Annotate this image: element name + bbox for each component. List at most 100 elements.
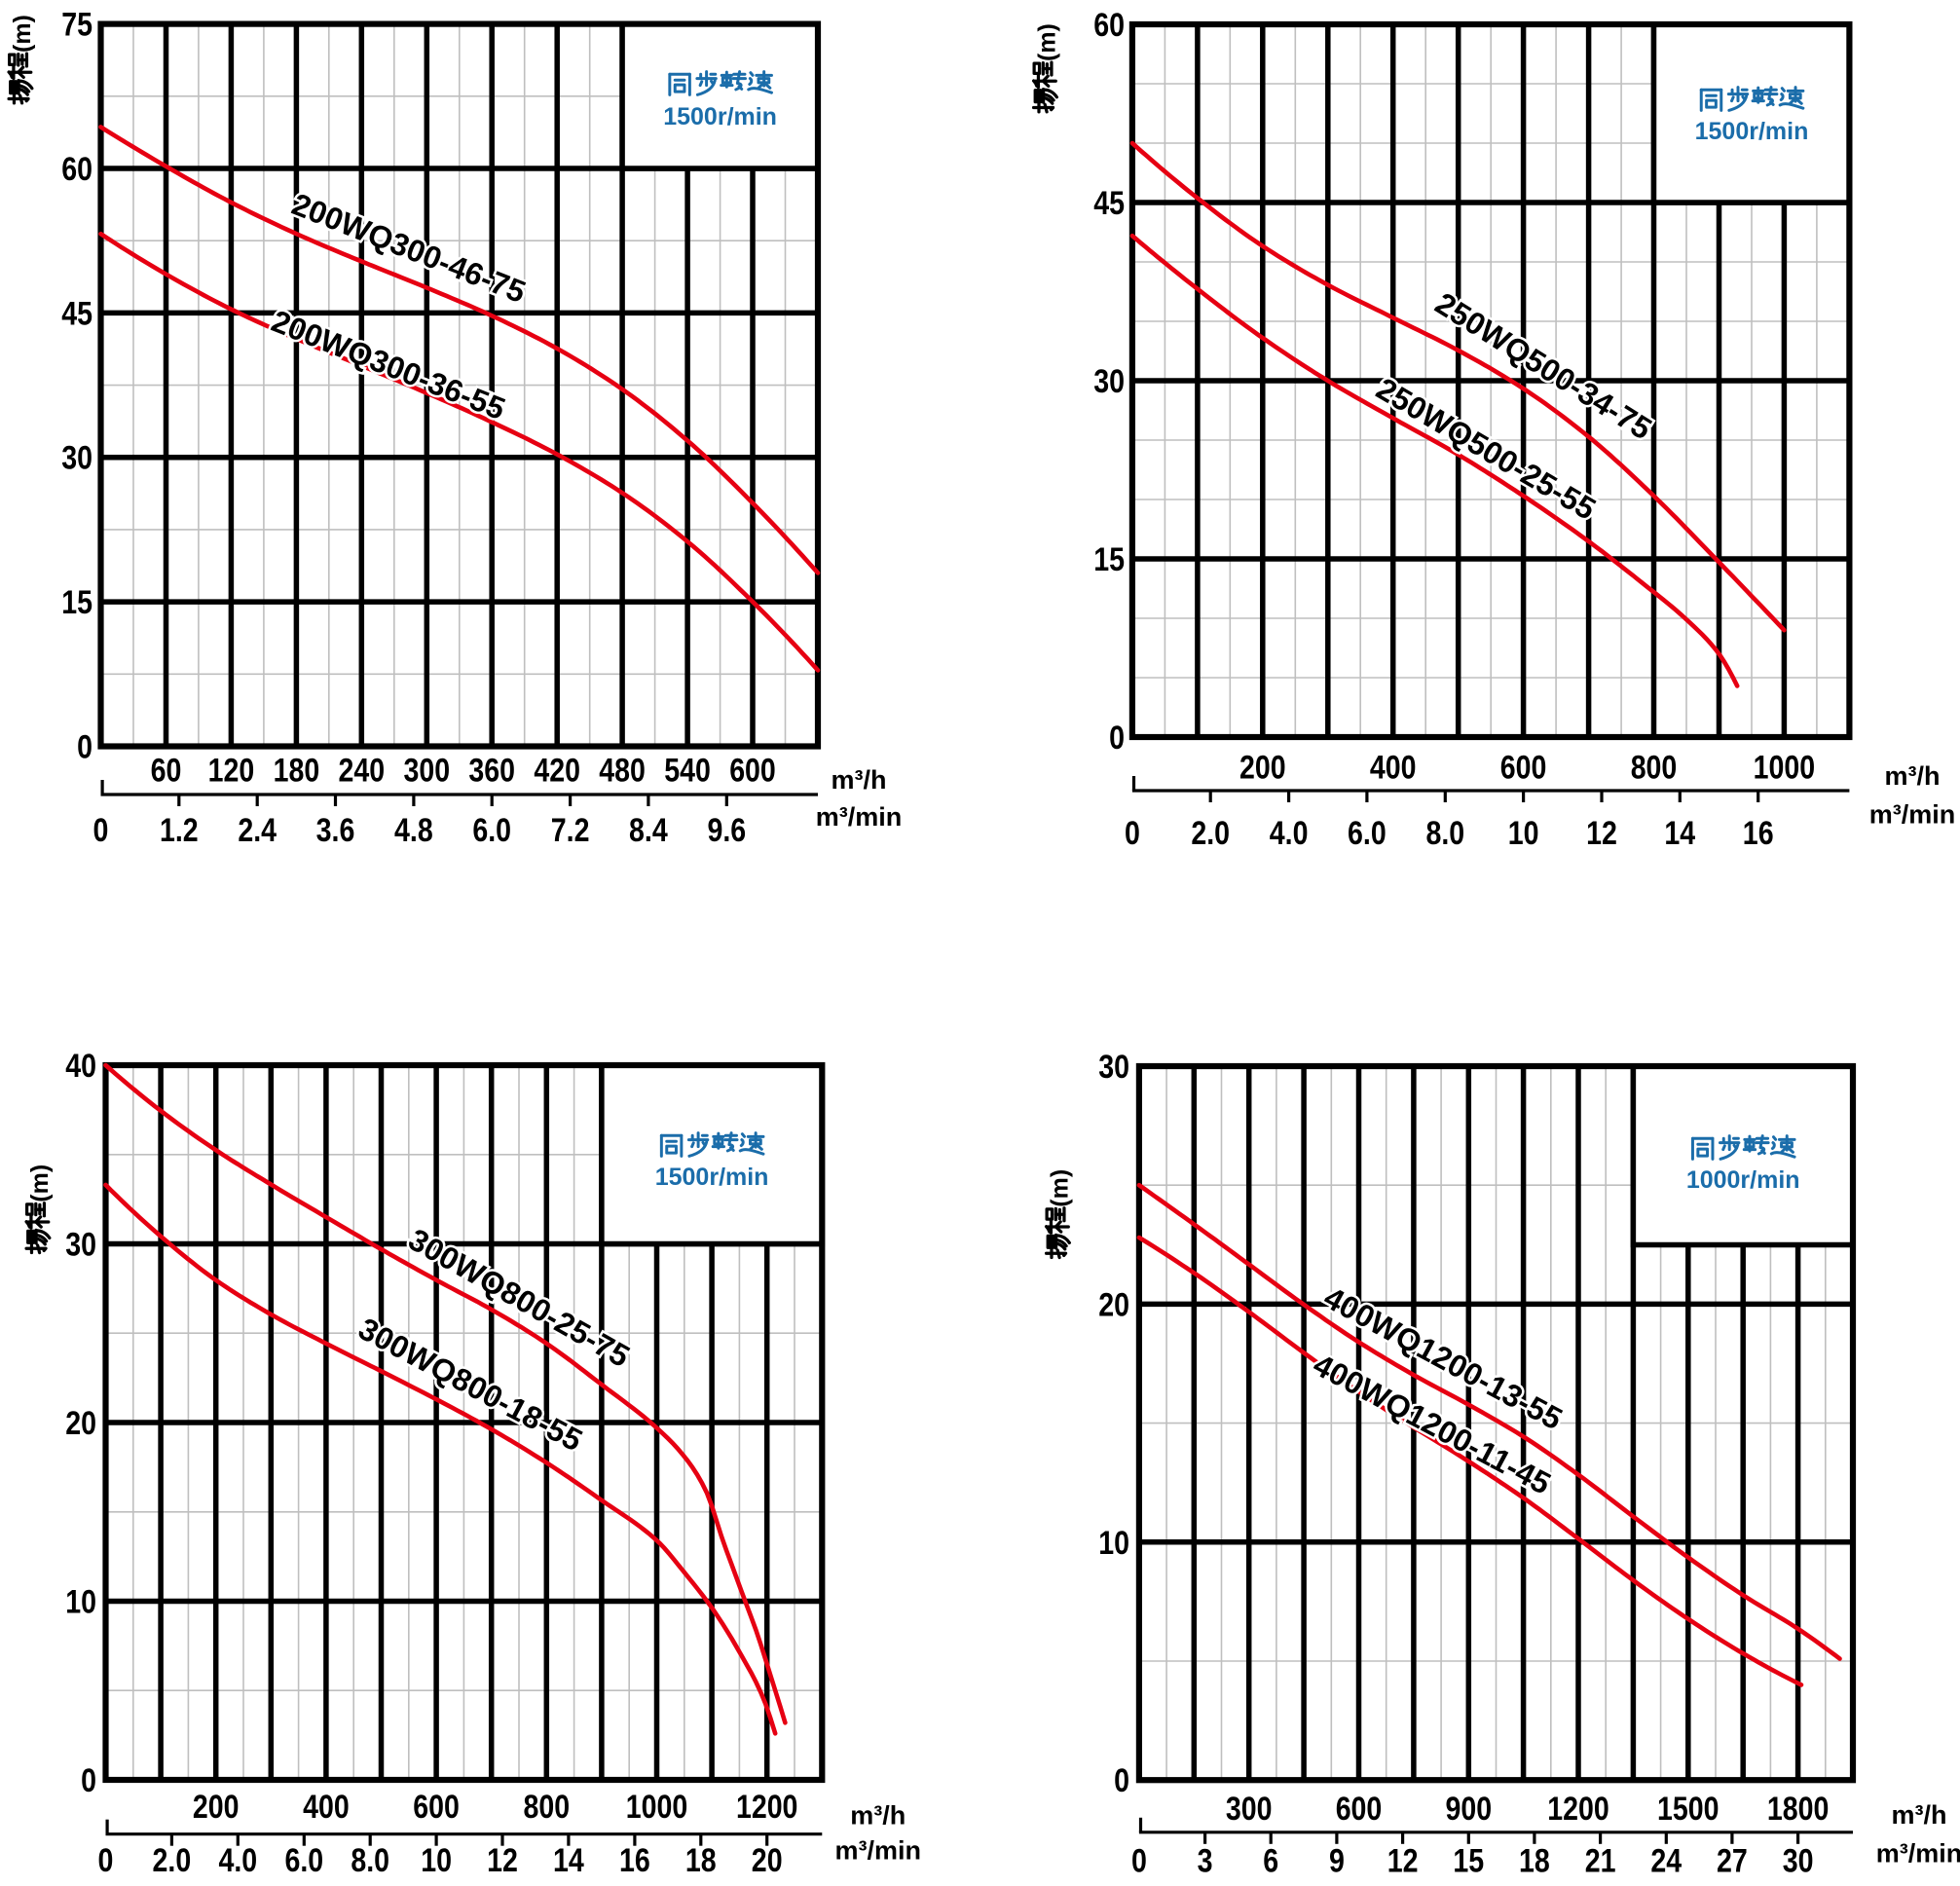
svg-text:1000: 1000 (1754, 750, 1816, 787)
svg-text:(m): (m) (9, 15, 36, 53)
svg-text:60: 60 (61, 151, 92, 188)
svg-text:1200: 1200 (1547, 1791, 1609, 1828)
svg-text:10: 10 (1508, 815, 1539, 852)
svg-text:12: 12 (1387, 1843, 1419, 1880)
svg-text:1800: 1800 (1767, 1791, 1830, 1828)
svg-text:14: 14 (553, 1842, 584, 1879)
svg-text:18: 18 (685, 1842, 717, 1879)
svg-text:1500r/min: 1500r/min (663, 103, 777, 130)
svg-text:8.4: 8.4 (629, 812, 668, 849)
svg-text:15: 15 (1093, 541, 1125, 578)
svg-text:200: 200 (193, 1789, 240, 1826)
svg-text:4.0: 4.0 (1270, 815, 1309, 852)
svg-text:30: 30 (1098, 1049, 1129, 1086)
svg-text:(m): (m) (1034, 23, 1061, 61)
svg-text:40: 40 (65, 1048, 96, 1085)
svg-text:18: 18 (1519, 1843, 1550, 1880)
svg-text:6: 6 (1263, 1843, 1278, 1880)
svg-text:600: 600 (1336, 1791, 1383, 1828)
svg-text:m³/min: m³/min (1869, 800, 1956, 830)
svg-text:(m): (m) (26, 1165, 54, 1202)
svg-text:360: 360 (468, 753, 515, 790)
svg-text:10: 10 (421, 1842, 452, 1879)
svg-text:15: 15 (1453, 1843, 1484, 1880)
svg-text:m³/h: m³/h (832, 765, 887, 795)
svg-text:30: 30 (61, 440, 92, 477)
svg-text:21: 21 (1585, 1843, 1616, 1880)
svg-text:m³/h: m³/h (1885, 761, 1941, 791)
svg-text:1500r/min: 1500r/min (1695, 118, 1809, 145)
svg-text:4.0: 4.0 (218, 1842, 257, 1879)
svg-text:800: 800 (1631, 750, 1678, 787)
svg-text:200: 200 (1239, 750, 1286, 787)
svg-text:12: 12 (1586, 815, 1617, 852)
svg-text:8.0: 8.0 (351, 1842, 389, 1879)
svg-text:60: 60 (1093, 7, 1125, 44)
svg-text:1.2: 1.2 (160, 812, 199, 849)
svg-text:24: 24 (1650, 1843, 1682, 1880)
svg-text:60: 60 (151, 753, 182, 790)
svg-text:420: 420 (534, 753, 580, 790)
svg-text:16: 16 (1743, 815, 1774, 852)
svg-text:400: 400 (1370, 750, 1417, 787)
svg-text:m³/h: m³/h (1892, 1800, 1947, 1830)
svg-text:0: 0 (77, 729, 92, 766)
svg-text:4.8: 4.8 (394, 812, 433, 849)
svg-text:45: 45 (1093, 185, 1125, 222)
svg-text:9.6: 9.6 (707, 812, 746, 849)
svg-text:600: 600 (1500, 750, 1547, 787)
svg-text:20: 20 (65, 1405, 96, 1442)
svg-text:1000: 1000 (626, 1789, 688, 1826)
svg-text:0: 0 (98, 1842, 114, 1879)
svg-text:10: 10 (1098, 1525, 1129, 1562)
svg-text:30: 30 (1093, 363, 1125, 400)
svg-text:30: 30 (65, 1227, 96, 1264)
svg-text:14: 14 (1664, 815, 1695, 852)
svg-text:10: 10 (65, 1584, 96, 1621)
svg-text:0: 0 (81, 1762, 96, 1799)
svg-text:8.0: 8.0 (1425, 815, 1464, 852)
svg-text:m³/min: m³/min (816, 802, 903, 832)
svg-text:16: 16 (619, 1842, 650, 1879)
svg-text:400: 400 (303, 1789, 350, 1826)
svg-text:600: 600 (413, 1789, 460, 1826)
svg-text:3.6: 3.6 (316, 812, 355, 849)
svg-text:0: 0 (1109, 720, 1125, 757)
svg-text:0: 0 (1131, 1843, 1147, 1880)
svg-text:900: 900 (1446, 1791, 1493, 1828)
svg-text:20: 20 (1098, 1286, 1129, 1323)
svg-text:m³/min: m³/min (1876, 1839, 1960, 1868)
svg-text:2.4: 2.4 (238, 812, 277, 849)
svg-text:75: 75 (61, 7, 92, 44)
svg-text:120: 120 (208, 753, 255, 790)
svg-text:600: 600 (729, 753, 776, 790)
svg-text:9: 9 (1329, 1843, 1345, 1880)
svg-text:1500: 1500 (1657, 1791, 1720, 1828)
svg-text:30: 30 (1783, 1843, 1814, 1880)
svg-text:7.2: 7.2 (551, 812, 590, 849)
svg-text:(m): (m) (1047, 1169, 1074, 1207)
svg-text:540: 540 (664, 753, 711, 790)
svg-text:1500r/min: 1500r/min (655, 1164, 769, 1191)
svg-text:12: 12 (487, 1842, 518, 1879)
svg-text:m³/h: m³/h (850, 1801, 906, 1831)
svg-text:1200: 1200 (736, 1789, 798, 1826)
svg-text:1000r/min: 1000r/min (1686, 1166, 1800, 1194)
svg-text:0: 0 (1125, 815, 1140, 852)
svg-text:27: 27 (1717, 1843, 1748, 1880)
svg-text:20: 20 (752, 1842, 783, 1879)
svg-text:800: 800 (524, 1789, 571, 1826)
svg-text:240: 240 (339, 753, 386, 790)
svg-text:6.0: 6.0 (1348, 815, 1387, 852)
svg-text:m³/min: m³/min (835, 1836, 922, 1866)
svg-text:300: 300 (404, 753, 451, 790)
svg-text:15: 15 (61, 584, 92, 621)
svg-text:0: 0 (93, 812, 109, 849)
svg-text:6.0: 6.0 (472, 812, 511, 849)
svg-text:3: 3 (1198, 1843, 1213, 1880)
svg-text:480: 480 (599, 753, 646, 790)
svg-text:6.0: 6.0 (284, 1842, 323, 1879)
svg-text:180: 180 (274, 753, 320, 790)
svg-text:2.0: 2.0 (153, 1842, 192, 1879)
svg-text:45: 45 (61, 295, 92, 332)
